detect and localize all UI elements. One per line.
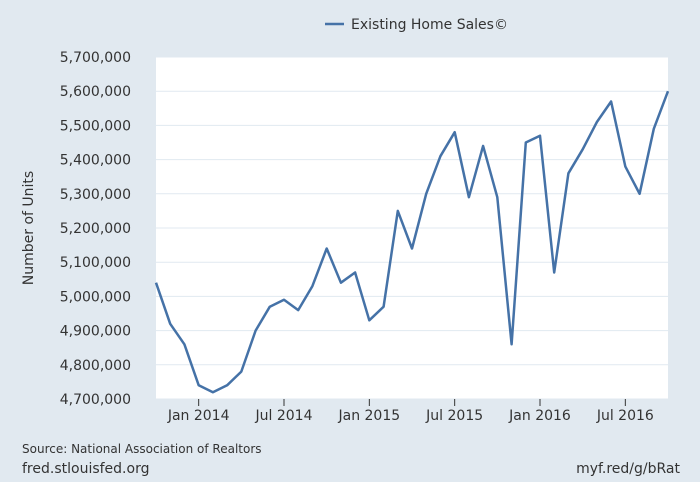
short-url[interactable]: myf.red/g/bRat bbox=[576, 461, 680, 477]
legend-label: Existing Home Sales© bbox=[351, 17, 508, 33]
y-tick-label: 5,100,000 bbox=[60, 255, 131, 271]
x-tick-label: Jul 2016 bbox=[596, 408, 654, 424]
x-tick-label: Jan 2015 bbox=[337, 408, 400, 424]
legend[interactable]: Existing Home Sales© bbox=[325, 17, 508, 33]
y-tick-label: 5,300,000 bbox=[60, 187, 131, 203]
series-line-existing-home-sales[interactable] bbox=[154, 90, 670, 394]
y-tick-label: 4,900,000 bbox=[60, 324, 131, 340]
chart: 4,700,000 4,800,000 4,900,000 5,000,000 5,10… bbox=[21, 17, 670, 424]
x-tick-label: Jan 2016 bbox=[508, 408, 571, 424]
y-tick-label: 5,200,000 bbox=[60, 221, 131, 237]
x-tick-label: Jan 2014 bbox=[167, 408, 230, 424]
y-tick-label: 5,000,000 bbox=[60, 289, 131, 305]
y-tick-label: 5,600,000 bbox=[60, 84, 131, 100]
y-tick-label: 5,700,000 bbox=[60, 50, 131, 66]
y-axis-label: Number of Units bbox=[21, 171, 37, 285]
y-tick-labels: 4,700,000 4,800,000 4,900,000 5,000,000 5,10… bbox=[60, 50, 131, 408]
y-tick-label: 4,800,000 bbox=[60, 358, 131, 374]
fred-link[interactable]: fred.stlouisfed.org bbox=[22, 461, 150, 477]
x-tick-label: Jul 2014 bbox=[255, 408, 313, 424]
series-lines bbox=[154, 90, 670, 394]
y-tick-label: 4,700,000 bbox=[60, 392, 131, 408]
source-note: Source: National Association of Realtors bbox=[22, 442, 262, 456]
y-tick-label: 5,400,000 bbox=[60, 153, 131, 169]
x-tick-label: Jul 2015 bbox=[425, 408, 483, 424]
x-tick-labels: Jan 2014 Jul 2014 Jan 2015 Jul 2015 Jan 2016… bbox=[167, 399, 654, 424]
y-tick-label: 5,500,000 bbox=[60, 118, 131, 134]
grid-lines bbox=[156, 56, 668, 400]
